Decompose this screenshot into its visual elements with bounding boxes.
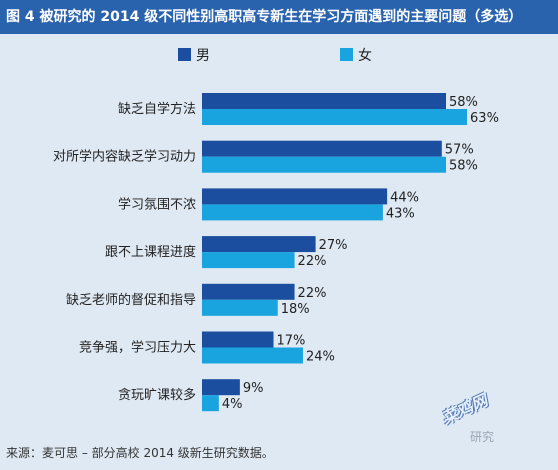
- value-label-male: 22%: [298, 286, 327, 301]
- value-label-female: 24%: [306, 350, 335, 365]
- value-label-female: 43%: [386, 206, 415, 221]
- legend-swatch-male: [178, 48, 191, 61]
- source-note: 来源：麦可思 – 部分高校 2014 级新生研究数据。: [6, 446, 274, 460]
- value-label-female: 58%: [449, 159, 478, 174]
- legend-label-male: 男: [196, 48, 210, 64]
- category-label: 缺乏自学方法: [118, 101, 196, 117]
- value-label-female: 18%: [281, 302, 310, 317]
- category-label: 对所学内容缺乏学习动力: [53, 149, 196, 165]
- legend-label-female: 女: [358, 47, 372, 64]
- bar-female: [202, 299, 278, 316]
- bar-male: [202, 188, 388, 205]
- category-label: 跟不上课程进度: [105, 244, 196, 260]
- watermark-text: 研究: [470, 430, 495, 444]
- category-label: 竞争强，学习压力大: [79, 340, 196, 356]
- value-label-male: 58%: [449, 95, 478, 110]
- bar-female: [202, 156, 446, 173]
- chart-title: 图 4 被研究的 2014 级不同性别高职高专新生在学习方面遇到的主要问题（多选…: [0, 0, 558, 34]
- bar-male: [202, 236, 316, 253]
- value-label-female: 63%: [470, 111, 499, 126]
- bars: 缺乏自学方法 58%63%对所学内容缺乏学习动力 57%58%学习氛围不浓 44%43…: [53, 93, 499, 412]
- category-label: 学习氛围不浓: [118, 196, 196, 212]
- category-label: 缺乏老师的督促和指导: [66, 292, 196, 308]
- value-label-female: 4%: [222, 397, 243, 412]
- value-label-female: 22%: [298, 254, 327, 269]
- value-label-male: 44%: [390, 190, 419, 205]
- bar-male: [202, 331, 274, 348]
- bar-male: [202, 379, 240, 396]
- value-label-male: 27%: [319, 238, 348, 253]
- bar-female: [202, 395, 219, 412]
- bar-male: [202, 283, 295, 300]
- bar-male: [202, 140, 442, 157]
- bar-female: [202, 252, 295, 269]
- value-label-male: 17%: [277, 334, 306, 349]
- bar-chart: 男女 缺乏自学方法 58%63%对所学内容缺乏学习动力 57%58%学习氛围不浓 44…: [53, 47, 499, 412]
- bar-male: [202, 93, 446, 109]
- value-label-male: 57%: [445, 143, 474, 158]
- bar-female: [202, 347, 303, 364]
- category-label: 贪玩旷课较多: [118, 387, 196, 403]
- value-label-male: 9%: [243, 381, 264, 396]
- bar-female: [202, 109, 468, 125]
- bar-female: [202, 204, 383, 221]
- legend-swatch-female: [340, 48, 353, 61]
- legend: 男女: [178, 47, 372, 64]
